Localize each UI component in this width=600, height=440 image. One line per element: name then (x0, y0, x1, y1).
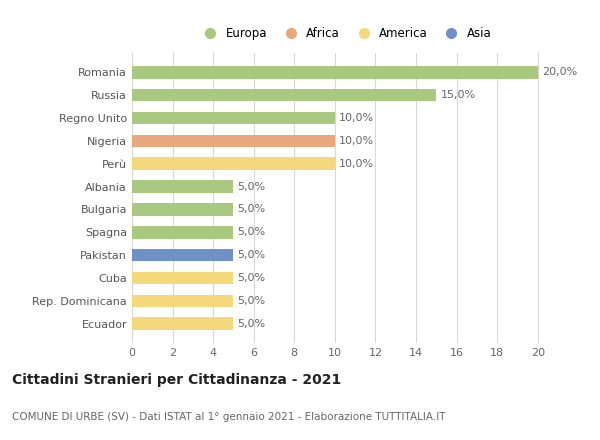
Bar (132, 112, 335, 124)
Text: 5,0%: 5,0% (238, 205, 266, 214)
Text: 5,0%: 5,0% (238, 319, 266, 329)
Bar (132, 203, 233, 216)
Bar (132, 294, 233, 307)
Text: 10,0%: 10,0% (339, 113, 374, 123)
Text: 15,0%: 15,0% (440, 90, 475, 100)
Legend: Europa, Africa, America, Asia: Europa, Africa, America, Asia (199, 27, 491, 40)
Text: 10,0%: 10,0% (339, 136, 374, 146)
Bar (132, 180, 233, 193)
Text: 10,0%: 10,0% (339, 159, 374, 169)
Bar (132, 249, 233, 261)
Text: 5,0%: 5,0% (238, 227, 266, 237)
Bar (132, 317, 233, 330)
Text: 5,0%: 5,0% (238, 296, 266, 306)
Bar (132, 272, 233, 284)
Text: Cittadini Stranieri per Cittadinanza - 2021: Cittadini Stranieri per Cittadinanza - 2… (12, 373, 341, 387)
Bar (132, 158, 335, 170)
Bar (132, 89, 436, 102)
Bar (132, 66, 538, 79)
Text: 5,0%: 5,0% (238, 182, 266, 191)
Text: 5,0%: 5,0% (238, 273, 266, 283)
Bar (132, 135, 335, 147)
Text: 5,0%: 5,0% (238, 250, 266, 260)
Text: COMUNE DI URBE (SV) - Dati ISTAT al 1° gennaio 2021 - Elaborazione TUTTITALIA.IT: COMUNE DI URBE (SV) - Dati ISTAT al 1° g… (12, 412, 445, 422)
Bar (132, 226, 233, 238)
Text: 20,0%: 20,0% (542, 67, 577, 77)
